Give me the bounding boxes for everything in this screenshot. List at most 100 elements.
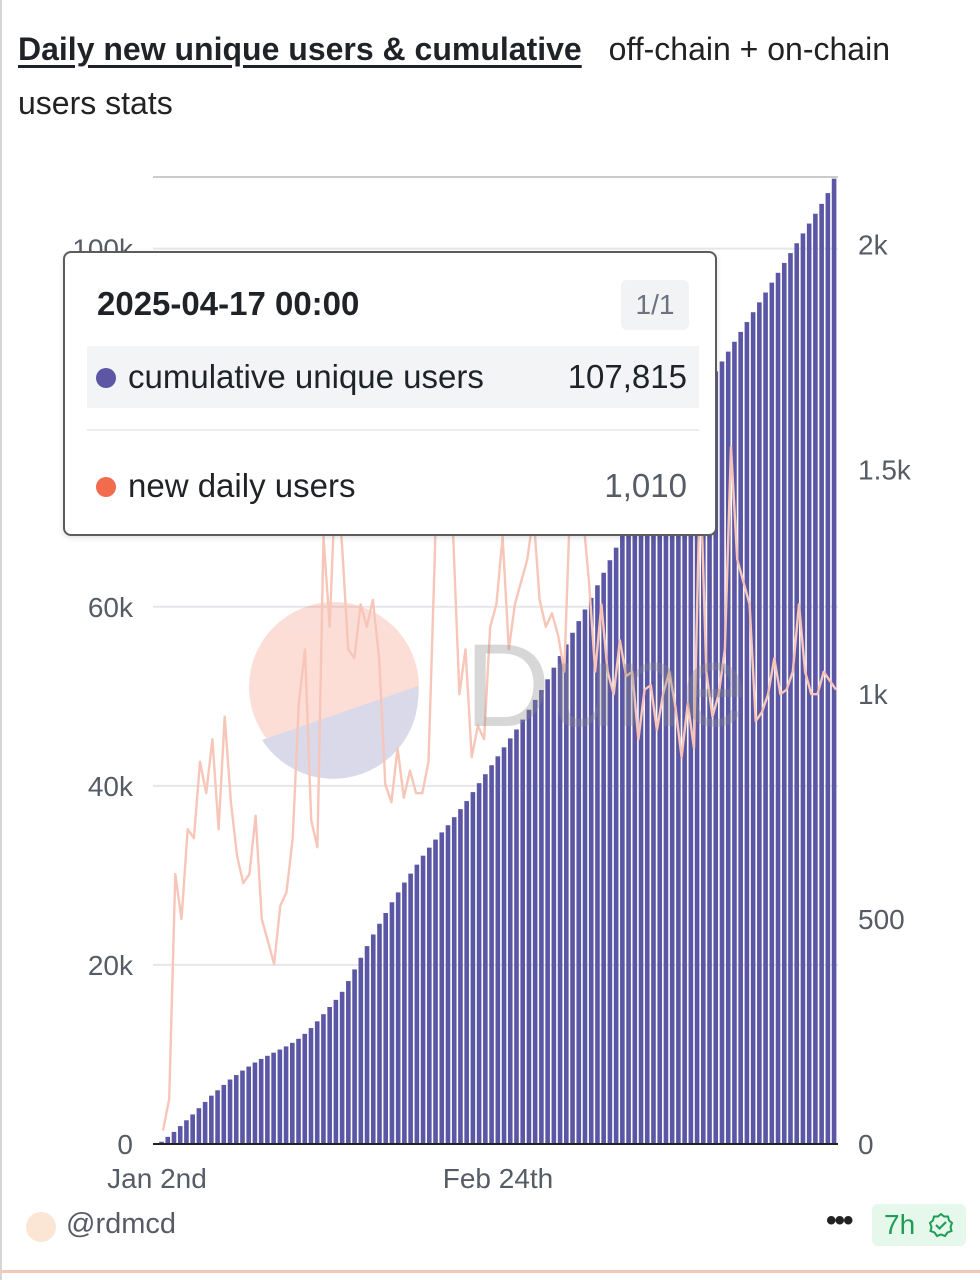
bar <box>321 1014 326 1144</box>
logo-slice <box>262 686 419 779</box>
bar <box>626 522 631 1144</box>
chart-title[interactable]: Daily new unique users & cumulative <box>18 31 582 67</box>
bar <box>233 1075 239 1144</box>
bar <box>339 991 345 1144</box>
bar <box>165 1136 171 1144</box>
dune-logo-watermark <box>249 602 419 779</box>
bar <box>638 498 644 1144</box>
bar <box>476 783 482 1144</box>
bar <box>813 213 818 1144</box>
x-tick-label: Feb 24th <box>443 1163 554 1194</box>
bar <box>258 1058 264 1144</box>
chart-subtitle: off-chain + on-chain users stats <box>18 31 890 121</box>
bar <box>757 302 762 1145</box>
bar <box>470 792 476 1144</box>
bar <box>781 262 787 1145</box>
tooltip-row-value: 1,010 <box>604 467 687 504</box>
bar <box>582 609 588 1144</box>
bar <box>395 892 401 1144</box>
bar <box>202 1101 208 1144</box>
bar <box>483 774 488 1144</box>
bar <box>694 400 700 1145</box>
bar <box>657 463 663 1144</box>
bar <box>601 572 606 1144</box>
tooltip-date: 2025-04-17 00:00 <box>97 285 360 322</box>
y-left-tick-label: 40k <box>88 771 134 802</box>
bar <box>539 690 544 1144</box>
bar <box>184 1120 189 1144</box>
bar <box>663 451 669 1144</box>
bar <box>265 1055 270 1144</box>
bar <box>557 656 563 1144</box>
bar <box>364 946 370 1144</box>
bar <box>701 390 706 1144</box>
y-right-tick-label: 2k <box>858 229 889 260</box>
bar <box>358 957 364 1144</box>
tooltip-page-indicator[interactable]: 1/1 <box>621 280 689 330</box>
bar <box>532 699 538 1144</box>
y-right-tick-label: 1k <box>858 679 889 710</box>
tooltip-divider <box>87 429 699 431</box>
bar <box>732 341 737 1144</box>
bar <box>595 585 600 1144</box>
bar <box>427 847 432 1144</box>
bar <box>408 873 413 1144</box>
author-avatar[interactable] <box>26 1212 56 1242</box>
bar <box>725 351 731 1145</box>
bar <box>507 738 513 1144</box>
bar <box>171 1131 177 1144</box>
more-options-icon[interactable]: ••• <box>826 1204 853 1237</box>
bar <box>314 1021 320 1144</box>
x-tick-label: Jan 2nd <box>107 1163 207 1194</box>
bar <box>800 233 806 1144</box>
bar <box>451 817 457 1144</box>
bar <box>669 441 675 1144</box>
bar <box>495 756 501 1144</box>
bar <box>464 801 469 1144</box>
author-handle[interactable]: @rdmcd <box>66 1208 177 1240</box>
bar <box>209 1095 214 1144</box>
bar <box>607 560 613 1144</box>
bar <box>296 1038 301 1144</box>
bar <box>570 632 575 1144</box>
y-right-tick-label: 500 <box>858 904 905 935</box>
tooltip: 2025-04-17 00:00 1/1 cumulative unique u… <box>63 251 717 536</box>
bar <box>333 999 339 1144</box>
bar <box>433 839 438 1144</box>
bar <box>688 410 694 1144</box>
bar <box>738 331 743 1144</box>
series-dot-daily <box>96 477 116 497</box>
bar <box>788 253 793 1145</box>
bar <box>520 719 526 1144</box>
watermark-text: Dune <box>465 620 747 752</box>
bar <box>277 1049 283 1144</box>
bar <box>763 292 768 1144</box>
bar <box>458 809 463 1144</box>
bar <box>377 923 382 1144</box>
series-dot-cumulative <box>96 368 116 388</box>
bar <box>271 1052 276 1144</box>
tooltip-row-label: new daily users <box>128 467 356 504</box>
right-axis-ticks: 0 500 1k 1.5k 2k <box>858 229 912 1160</box>
bar <box>551 667 557 1144</box>
bar <box>819 203 824 1145</box>
bar <box>713 371 719 1144</box>
bar <box>794 243 800 1144</box>
bar <box>719 361 725 1144</box>
updated-age-text: 7h <box>884 1209 916 1240</box>
y-right-tick-label: 1.5k <box>858 454 912 485</box>
bar <box>775 272 781 1144</box>
bar <box>514 729 519 1144</box>
bar <box>644 486 650 1144</box>
bar <box>221 1084 227 1144</box>
bar <box>831 178 837 1144</box>
bar <box>402 882 407 1144</box>
bar <box>564 644 569 1144</box>
bar <box>159 1141 164 1144</box>
updated-age-badge[interactable]: 7h <box>872 1204 966 1246</box>
bar <box>215 1090 220 1144</box>
bar <box>389 902 395 1144</box>
bar <box>769 282 775 1144</box>
bar <box>370 934 376 1144</box>
